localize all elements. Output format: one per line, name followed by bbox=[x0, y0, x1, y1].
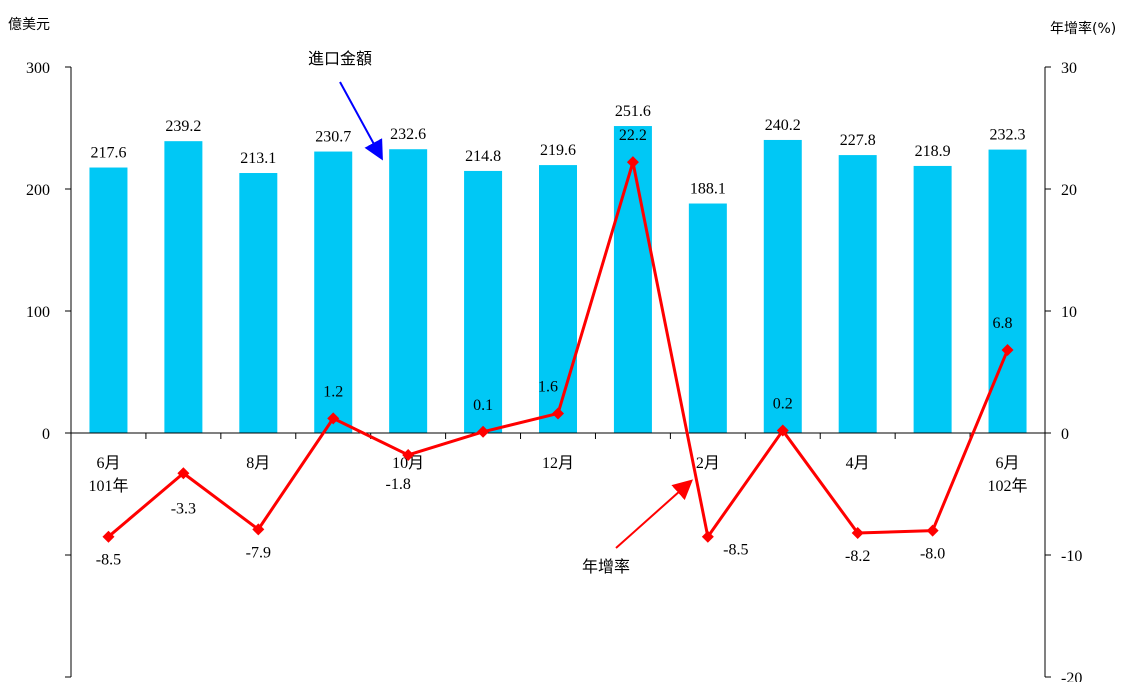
import-bar bbox=[389, 149, 428, 433]
bar-value-label: 232.3 bbox=[990, 127, 1026, 144]
x-tick-label: 10月 bbox=[392, 455, 424, 472]
growth-rate-marker bbox=[776, 424, 789, 437]
x-tick-label: 6月 bbox=[96, 455, 120, 472]
right-tick-label: 10 bbox=[1061, 304, 1077, 321]
import-bar bbox=[613, 126, 652, 433]
growth-rate-label: -8.2 bbox=[845, 548, 870, 565]
bar-value-label: 239.2 bbox=[165, 118, 201, 135]
right-tick-label: 0 bbox=[1061, 426, 1069, 443]
growth-rate-marker bbox=[626, 156, 639, 169]
left-tick-label: 200 bbox=[26, 182, 50, 199]
bar-value-label: 251.6 bbox=[615, 103, 651, 120]
growth-rate-label: -7.9 bbox=[246, 544, 271, 561]
right-axis-unit: 年增率(%) bbox=[1050, 21, 1117, 37]
growth-rate-label: -8.5 bbox=[96, 552, 121, 569]
growth-rate-marker bbox=[926, 524, 939, 537]
bar-value-label: 188.1 bbox=[690, 181, 726, 198]
right-tick-label: -20 bbox=[1061, 670, 1082, 682]
bar-value-label: 217.6 bbox=[90, 145, 126, 162]
growth-rate-marker bbox=[552, 407, 564, 420]
import-bar bbox=[913, 165, 952, 433]
x-tick-label: 4月 bbox=[846, 455, 870, 472]
line-annotation-arrow bbox=[615, 479, 693, 549]
right-tick-label: 30 bbox=[1061, 60, 1077, 77]
import-bar bbox=[539, 165, 577, 433]
growth-rate-label: 0.2 bbox=[773, 396, 793, 413]
bar-annotation-arrow bbox=[339, 81, 383, 161]
x-tick-label: 102年 bbox=[988, 477, 1028, 495]
import-bar bbox=[164, 141, 203, 433]
left-tick-label: 300 bbox=[26, 60, 50, 77]
growth-rate-marker bbox=[851, 527, 864, 540]
import-bar bbox=[89, 167, 128, 433]
x-tick-label: 12月 bbox=[542, 455, 574, 472]
left-tick-label: 100 bbox=[26, 304, 50, 321]
bar-value-label: 230.7 bbox=[315, 129, 351, 146]
line-annotation: 年增率 bbox=[582, 557, 630, 576]
growth-rate-label: 1.2 bbox=[323, 383, 343, 400]
growth-rate-marker bbox=[701, 530, 714, 543]
bar-value-label: 227.8 bbox=[840, 132, 876, 149]
left-axis-unit: 億美元 bbox=[8, 17, 50, 33]
bar-value-label: 240.2 bbox=[765, 117, 801, 134]
growth-rate-marker bbox=[177, 467, 190, 480]
growth-rate-label: 6.8 bbox=[993, 315, 1013, 332]
x-tick-label: 8月 bbox=[246, 455, 270, 472]
import-bar bbox=[239, 173, 278, 433]
growth-rate-marker bbox=[1001, 344, 1014, 357]
import-bar bbox=[763, 139, 802, 433]
bar-value-label: 213.1 bbox=[240, 150, 276, 167]
growth-rate-label: -8.0 bbox=[920, 546, 945, 563]
right-tick-label: -10 bbox=[1061, 548, 1082, 565]
x-tick-label: 2月 bbox=[696, 455, 720, 472]
bar-value-label: 219.6 bbox=[540, 142, 576, 159]
growth-rate-label: -8.5 bbox=[723, 542, 748, 559]
growth-rate-marker bbox=[402, 448, 415, 461]
import-bar bbox=[988, 149, 1027, 433]
x-tick-label: 6月 bbox=[996, 455, 1020, 472]
growth-rate-marker bbox=[477, 425, 490, 438]
left-tick-label: 0 bbox=[42, 426, 50, 443]
import-bar bbox=[688, 203, 727, 433]
x-tick-label: 101年 bbox=[88, 477, 128, 495]
bar-value-label: 218.9 bbox=[915, 143, 951, 160]
growth-rate-marker bbox=[102, 530, 115, 543]
growth-rate-label: -1.8 bbox=[385, 476, 410, 493]
growth-rate-label: 0.1 bbox=[473, 397, 493, 414]
right-tick-label: 20 bbox=[1061, 182, 1077, 199]
growth-rate-marker bbox=[327, 412, 340, 425]
growth-rate-label: 1.6 bbox=[538, 378, 558, 395]
import-bar bbox=[314, 151, 353, 433]
bar-value-label: 232.6 bbox=[390, 126, 426, 143]
growth-rate-label: -3.3 bbox=[171, 500, 196, 517]
import-bar bbox=[464, 170, 503, 433]
growth-rate-label: 22.2 bbox=[619, 127, 647, 144]
bar-value-label: 214.8 bbox=[465, 148, 501, 165]
bar-annotation: 進口金額 bbox=[308, 49, 372, 68]
import-bar bbox=[838, 155, 877, 434]
growth-rate-marker bbox=[252, 523, 265, 536]
